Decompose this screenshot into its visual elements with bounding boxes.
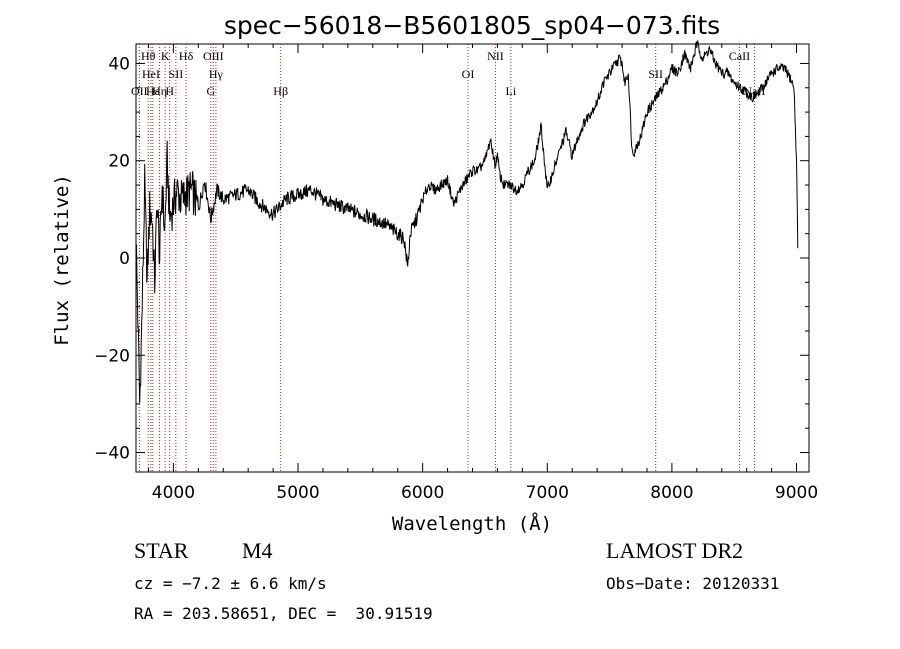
x-axis-label: Wavelength (Å) [392, 512, 552, 535]
spectral-line-label: HeI [142, 67, 160, 81]
spectral-line-label: SII [169, 67, 184, 81]
spectral-line-label: Li [506, 84, 517, 98]
y-tick-label: −40 [94, 444, 130, 464]
spectral-line-label: Hη [152, 84, 167, 98]
y-tick-label: 0 [119, 249, 130, 269]
y-tick-label: 20 [108, 152, 130, 172]
coordinates: RA = 203.58651, DEC = 30.91519 [134, 604, 433, 623]
spectral-line-label: G [206, 84, 215, 98]
spectral-line-label: Hε [146, 84, 160, 98]
x-tick-label: 5000 [276, 483, 319, 503]
spectral-line-label: SII [648, 67, 663, 81]
spectral-line-label: CaII [729, 49, 750, 63]
axes: 4000 5000 6000 7000 8000 9000 −40 −20 0 20 40 [94, 44, 818, 503]
spectral-line-label: OI [462, 67, 475, 81]
object-subclass: M4 [242, 538, 273, 563]
survey-name: LAMOST DR2 [606, 538, 744, 563]
plot-frame [135, 43, 810, 473]
y-tick-label: −20 [94, 346, 130, 366]
redshift-info: cz = −7.2 ± 6.6 km/s [134, 574, 327, 593]
spectral-line-label: K [161, 49, 170, 63]
spectral-line-label: Hθ [141, 49, 156, 63]
flux-series [135, 39, 799, 403]
spectral-line-label: Hβ [273, 84, 288, 98]
object-class: STAR [134, 538, 189, 563]
y-tick-label: 40 [108, 54, 130, 74]
x-tick-label: 8000 [650, 483, 693, 503]
spectral-line-label: OII [131, 84, 148, 98]
x-tick-label: 6000 [401, 483, 444, 503]
spectral-line-label: H [165, 84, 174, 98]
y-axis-label: Flux (relative) [51, 174, 73, 346]
x-tick-label: 7000 [526, 483, 569, 503]
flux-line [135, 39, 799, 403]
spectral-line-label: Hγ [209, 67, 224, 81]
chart-title: spec−56018−B5601805_sp04−073.fits [224, 11, 720, 40]
spectral-line-label: NII [487, 49, 504, 63]
spectral-line-label: OIII [203, 49, 224, 63]
observation-date: Obs−Date: 20120331 [606, 574, 780, 593]
x-tick-label: 9000 [775, 483, 818, 503]
x-tick-label: 4000 [152, 483, 195, 503]
spectral-line-label: Hδ [179, 49, 194, 63]
